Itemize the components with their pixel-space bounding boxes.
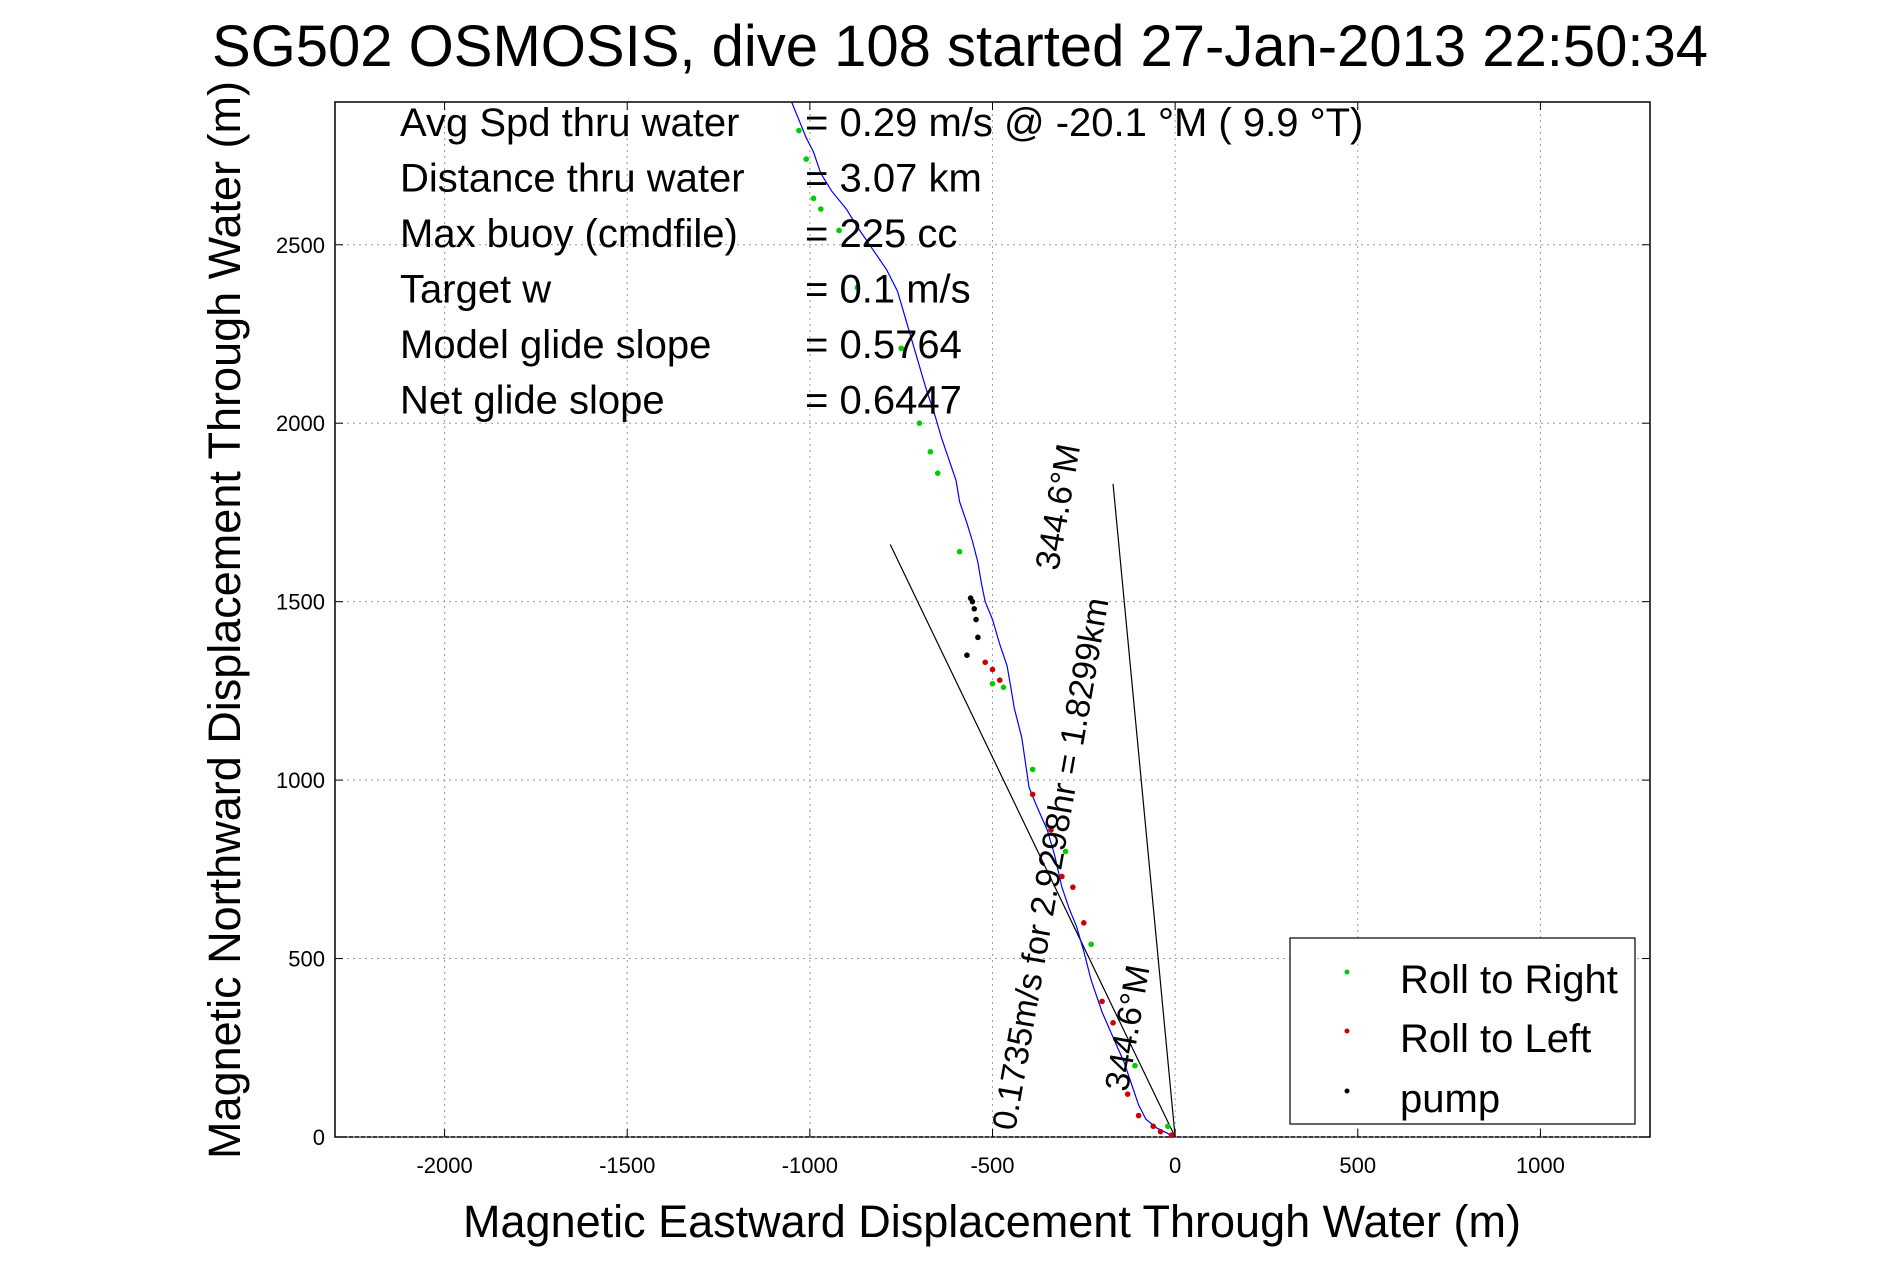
marker-pump — [971, 605, 978, 612]
stat-value: = 0.6447 — [805, 379, 962, 423]
x-tick-label: 500 — [1339, 1153, 1376, 1178]
marker-roll-to-left — [1048, 827, 1054, 833]
marker-roll-to-left — [1110, 1019, 1116, 1026]
marker-roll-to-left — [1059, 873, 1065, 880]
marker-roll-to-left — [997, 677, 1003, 683]
x-tick-label: -500 — [970, 1153, 1014, 1178]
current-lines — [889, 483, 1176, 1138]
legend-marker-roll-left — [1344, 1028, 1350, 1034]
marker-pump — [973, 616, 979, 623]
legend-label-roll-right: Roll to Right — [1400, 958, 1618, 1002]
marker-roll-to-left — [1124, 1091, 1131, 1097]
marker-pump — [964, 652, 970, 658]
marker-roll-to-right — [1165, 1123, 1171, 1130]
marker-roll-to-right — [1000, 684, 1007, 691]
y-tick-label: 1500 — [276, 590, 325, 615]
y-axis-label: Magnetic Northward Displacement Through … — [199, 81, 250, 1159]
x-tick-label: -1500 — [599, 1153, 655, 1178]
y-tick-label: 2000 — [276, 411, 325, 436]
marker-roll-to-right — [956, 548, 963, 555]
track — [791, 101, 1176, 1138]
marker-roll-to-left — [1135, 1112, 1142, 1119]
stat-label: Model glide slope — [400, 323, 711, 367]
marker-roll-to-right — [1029, 766, 1036, 773]
legend-label-roll-left: Roll to Left — [1400, 1017, 1591, 1061]
marker-roll-to-left — [1099, 998, 1105, 1005]
y-tick-label: 2500 — [276, 233, 325, 258]
marker-roll-to-left — [1081, 920, 1087, 926]
stat-value: = 3.07 km — [805, 157, 982, 201]
current-line — [1112, 483, 1176, 1138]
marker-roll-to-right — [1062, 848, 1069, 855]
marker-pump — [967, 595, 974, 601]
legend-marker-roll-right — [1344, 969, 1350, 975]
marker-roll-to-left — [1150, 1123, 1157, 1130]
marker-roll-to-right — [916, 420, 923, 427]
marker-roll-to-left — [989, 666, 996, 673]
stat-label: Max buoy (cmdfile) — [400, 212, 738, 256]
markers — [796, 127, 1175, 1139]
marker-roll-to-right — [810, 195, 817, 202]
marker-roll-to-right — [927, 448, 934, 455]
chart-title: SG502 OSMOSIS, dive 108 started 27-Jan-2… — [212, 14, 1708, 79]
marker-roll-to-right — [989, 680, 996, 687]
marker-pump — [975, 634, 981, 641]
marker-roll-to-right — [803, 156, 810, 162]
marker-roll-to-left — [1157, 1128, 1164, 1135]
x-tick-label: -2000 — [416, 1153, 472, 1178]
marker-roll-to-right — [934, 470, 941, 476]
track-line — [791, 101, 1176, 1138]
stat-value: = 0.1 m/s — [805, 268, 971, 312]
y-tick-label: 1000 — [276, 768, 325, 793]
marker-roll-to-left — [982, 659, 988, 666]
legend-label-pump: pump — [1400, 1077, 1500, 1121]
marker-roll-to-right — [854, 284, 861, 291]
marker-roll-to-right — [836, 227, 842, 234]
x-tick-label: -1000 — [782, 1153, 838, 1178]
marker-roll-to-right — [1132, 1062, 1138, 1069]
legend: Roll to Right Roll to Left pump — [1289, 937, 1636, 1125]
marker-roll-to-right — [818, 206, 824, 212]
stat-label: Distance thru water — [400, 157, 745, 201]
y-tick-label: 0 — [313, 1125, 325, 1150]
x-axis-label: Magnetic Eastward Displacement Through W… — [463, 1196, 1521, 1247]
stat-value: = 0.29 m/s @ -20.1 °M ( 9.9 °T) — [805, 101, 1363, 145]
current-line — [889, 544, 1176, 1138]
x-tick-label: 1000 — [1516, 1153, 1565, 1178]
stats-block: Avg Spd thru water = 0.29 m/s @ -20.1 °M … — [400, 101, 1363, 423]
ticks: -2000 -1500 -1000 -500 0 500 1000 0 500 1000 1500 2… — [276, 102, 1650, 1178]
stat-label: Target w — [400, 268, 551, 312]
x-tick-label: 0 — [1169, 1153, 1181, 1178]
marker-roll-to-left — [1070, 884, 1076, 890]
marker-roll-to-left — [1029, 791, 1036, 798]
stat-value: = 0.5764 — [805, 323, 962, 367]
marker-roll-to-right — [1088, 941, 1094, 948]
y-tick-label: 500 — [288, 947, 325, 972]
marker-roll-to-right — [796, 127, 802, 134]
marker-roll-to-left — [1168, 1132, 1175, 1139]
legend-marker-pump — [1344, 1088, 1350, 1094]
stat-label: Net glide slope — [400, 379, 665, 423]
marker-roll-to-right — [898, 345, 904, 352]
stat-value: = 225 cc — [805, 212, 957, 256]
stat-label: Avg Spd thru water — [400, 101, 739, 145]
